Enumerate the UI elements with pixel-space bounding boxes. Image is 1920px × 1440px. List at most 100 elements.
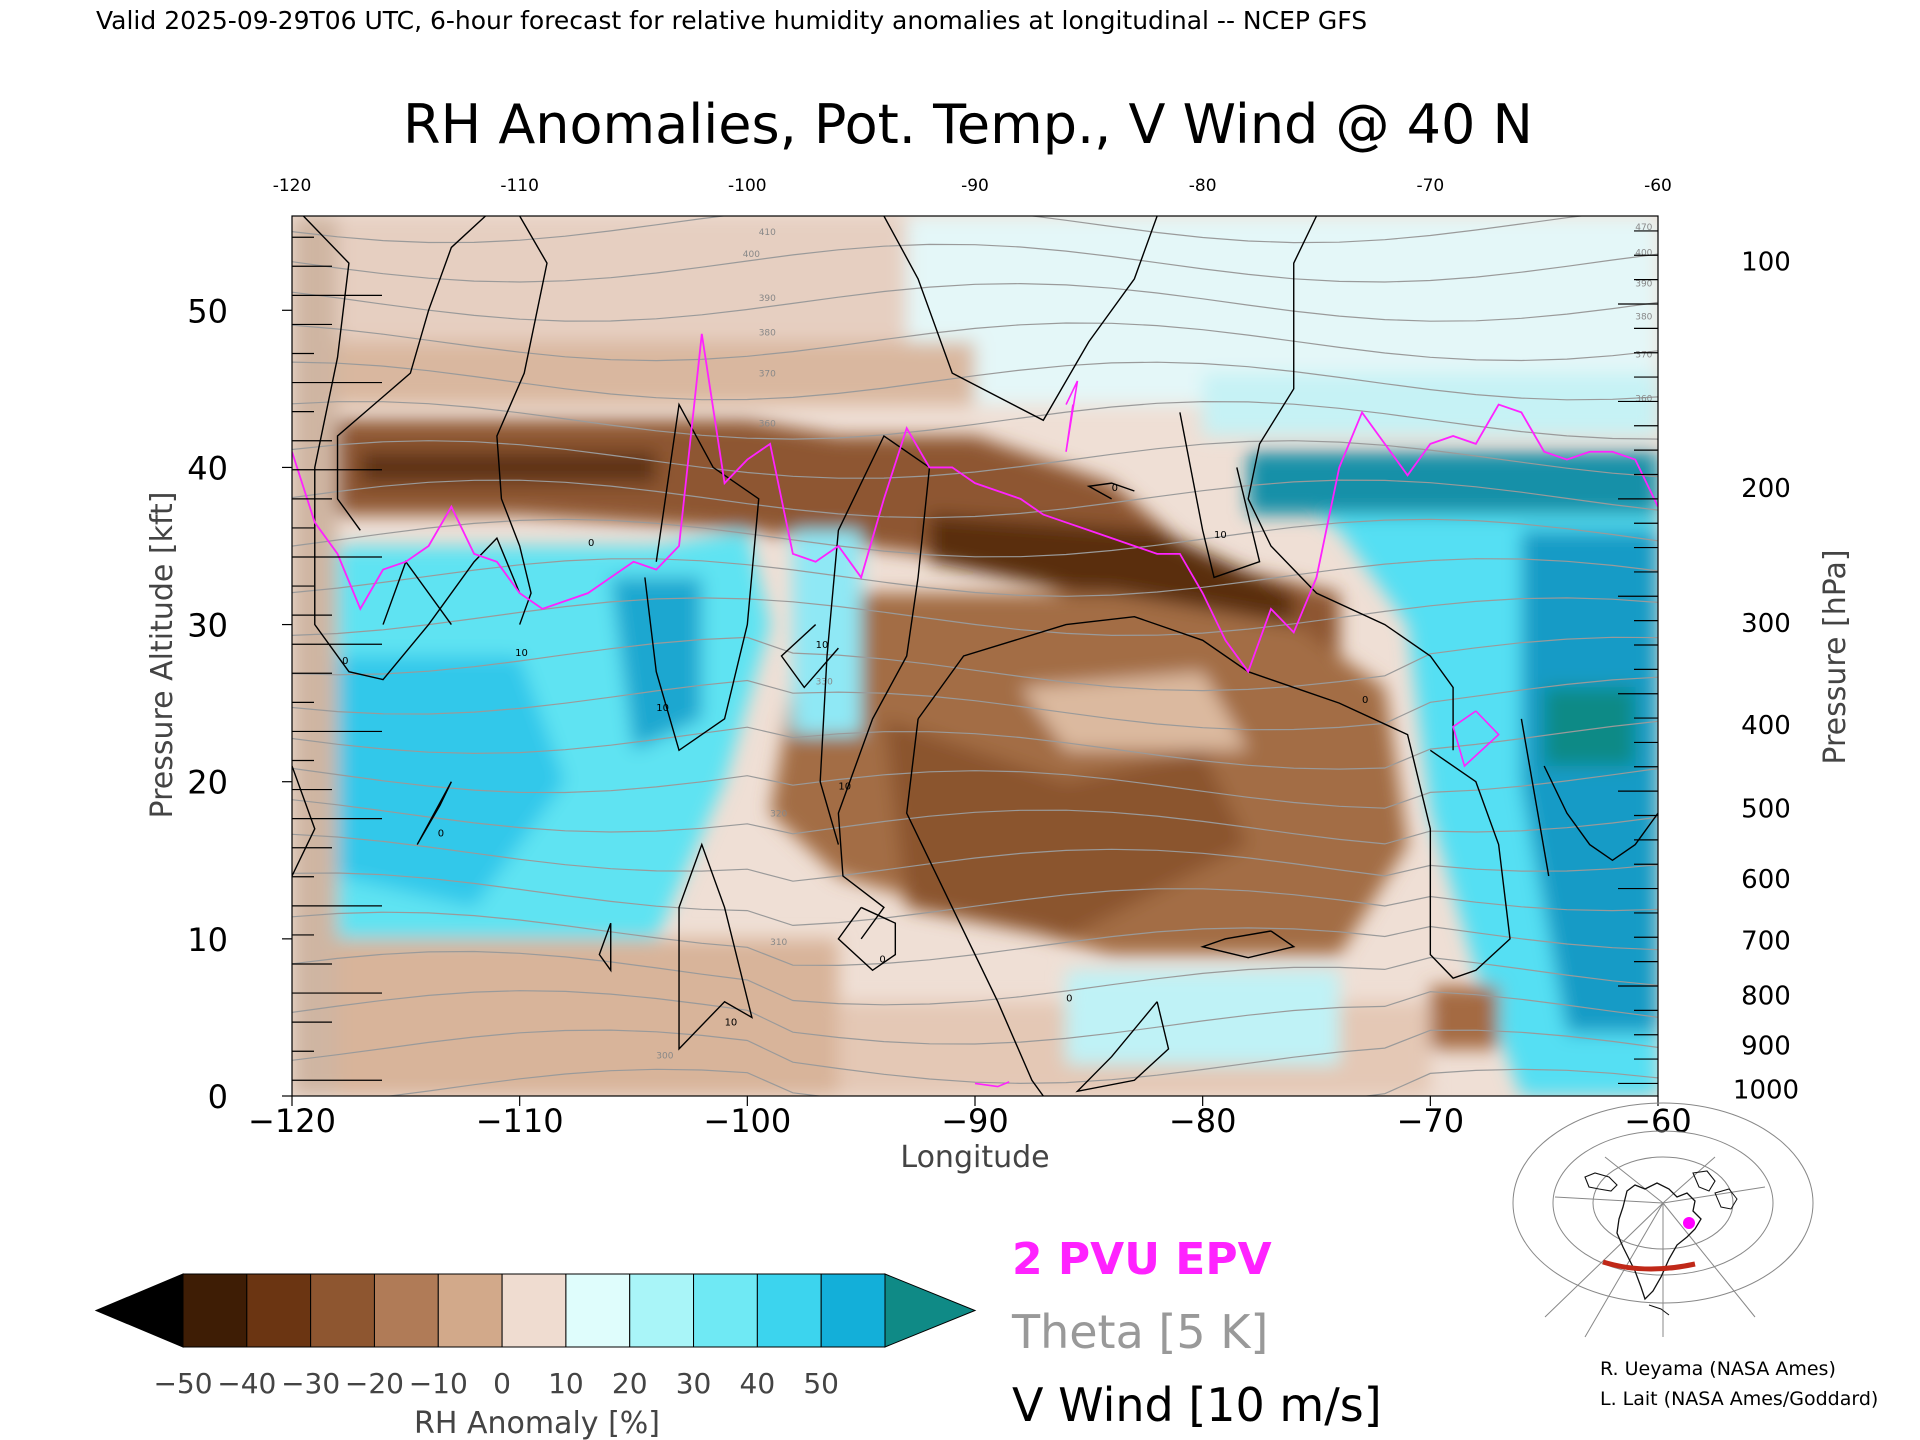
theta-contour-360 <box>292 597 1658 637</box>
y-tick-left-label: 50 <box>187 292 228 330</box>
plot-area: 300 310 320 330 360 370 380 390 400 410 360 370 380 3… <box>292 216 1658 1096</box>
colorbar-tick-label: 20 <box>612 1367 648 1400</box>
theta-contour-400 <box>292 282 1658 322</box>
rh-region-central-light <box>1020 671 1249 751</box>
vwind-contour-10 <box>496 216 548 625</box>
theta-contour-305 <box>292 1029 1658 1085</box>
rh-region-east-saturated <box>1544 687 1636 766</box>
colorbar-bin <box>756 1273 822 1348</box>
x-axis-label: Longitude <box>900 1140 1049 1175</box>
vwind-contour-0 <box>917 616 1511 979</box>
epv-line-layer <box>292 333 1658 1088</box>
vwind-contour-0 <box>302 216 521 681</box>
rh-region-low-dry <box>1430 986 1499 1049</box>
theta-contour-370 <box>292 518 1658 558</box>
theta-label: 310 <box>770 938 787 948</box>
y-tick-right-label: 500 <box>1741 794 1791 824</box>
y-tick-left-label: 10 <box>187 921 228 959</box>
theta-contour-350 <box>292 676 1658 731</box>
x-tick-top-label: -70 <box>1416 176 1444 196</box>
colorbar-tick-label: 10 <box>548 1367 584 1400</box>
y-tick-right-label: 800 <box>1741 981 1791 1011</box>
y-tick-right-label: 400 <box>1741 711 1791 741</box>
theta-label: 370 <box>1635 350 1652 360</box>
vwind-contour-label: 10 <box>838 782 851 793</box>
theta-contour-405 <box>292 243 1658 283</box>
rh-region-narrow-moist <box>792 530 862 735</box>
colorbar-tick-label: −10 <box>409 1367 468 1400</box>
vwind-contour-label: 10 <box>515 648 528 659</box>
vwind-contour-10 <box>780 624 839 689</box>
rh-region-tropopause-core <box>360 451 657 484</box>
theta-contour-355 <box>292 636 1658 692</box>
epv-line-fragment <box>974 1081 1010 1088</box>
theta-label: 380 <box>1635 313 1652 323</box>
theta-label: 390 <box>1635 280 1652 290</box>
legend-vwind: V Wind [10 m/s] <box>1012 1378 1382 1432</box>
vwind-contour-10 <box>644 402 760 752</box>
theta-contour-380 <box>292 440 1658 479</box>
colorbar-bin <box>501 1273 567 1348</box>
chart-title: RH Anomalies, Pot. Temp., V Wind @ 40 N <box>403 93 1533 156</box>
rh-smooth-layer <box>292 216 1658 1096</box>
vwind-contour-0 <box>598 922 612 973</box>
colorbar-bin <box>373 1273 439 1348</box>
colorbar-bin <box>182 1273 248 1348</box>
colorbar-bin <box>437 1273 503 1348</box>
theta-label: 370 <box>759 369 776 379</box>
vwind-contour-0 <box>336 216 486 531</box>
theta-contour-340 <box>292 767 1658 809</box>
locator-track <box>1602 1259 1696 1272</box>
vwind-contour-label: 0 <box>879 954 885 965</box>
vwind-contour-0 <box>883 216 1158 422</box>
colorbar-tick-label: 30 <box>676 1367 712 1400</box>
theta-label: 400 <box>743 250 760 260</box>
theta-contour-365 <box>292 558 1658 597</box>
colorbar-bin <box>693 1273 758 1348</box>
vwind-contour-label: 0 <box>1066 994 1072 1005</box>
right-edge-ticks <box>1618 230 1658 1085</box>
colorbar-bin <box>246 1273 312 1348</box>
vwind-contour-10 <box>1179 412 1261 579</box>
y-tick-left-label: 40 <box>187 449 228 487</box>
colorbar-under-arrow <box>94 1273 184 1348</box>
x-tick-top-label: -90 <box>961 176 989 196</box>
x-axis-top: -120 -110 -100 -90 -80 -70 -60 <box>273 176 1672 196</box>
header-valid-line: Valid 2025-09-29T06 UTC, 6-hour forecast… <box>96 6 1367 35</box>
x-tick-bottom-label: −120 <box>248 1102 336 1140</box>
colorbar-bin <box>629 1273 695 1348</box>
colorbar-tick-label: −30 <box>281 1367 340 1400</box>
colorbar-tick-label: −20 <box>345 1367 404 1400</box>
vwind-contour-label: 10 <box>656 703 669 714</box>
vwind-contour-0 <box>1247 216 1454 751</box>
epv-line-fragment <box>1452 710 1500 768</box>
x-axis-bottom: −120 −110 −100 −90 −80 −70 −60 <box>248 1096 1692 1140</box>
theta-contours: 300 310 320 330 360 370 380 390 400 410 360 370 380 3… <box>292 216 1658 1096</box>
colorbar-bin <box>565 1273 631 1348</box>
theta-contour-385 <box>292 400 1658 440</box>
left-edge-ticks <box>292 236 382 1081</box>
x-tick-bottom-label: −60 <box>1624 1102 1692 1140</box>
theta-label: 360 <box>1635 394 1652 404</box>
theta-contour-315 <box>292 950 1658 1006</box>
theta-contour-395 <box>292 322 1658 362</box>
x-tick-bottom-label: −110 <box>476 1102 564 1140</box>
colorbar-over-arrow <box>884 1273 977 1348</box>
x-tick-top-label: -100 <box>728 176 767 196</box>
rh-anomaly-field <box>292 216 1658 1096</box>
theta-label: 410 <box>759 228 776 238</box>
y-axis-right-label: Pressure [hPa] <box>1818 549 1853 764</box>
vwind-contour-0 <box>1075 1001 1170 1093</box>
vwind-contour-label: 10 <box>816 640 829 651</box>
vwind-contour-label: 10 <box>725 1017 738 1028</box>
y-axis-left: 0 10 20 30 40 50 <box>187 292 292 1116</box>
y-tick-right-label: 100 <box>1741 248 1791 278</box>
vwind-contour-0 <box>292 765 316 877</box>
vwind-contour-10 <box>678 842 753 1051</box>
vwind-contour-0 <box>416 781 452 845</box>
rh-region-central-core <box>883 718 1249 939</box>
x-tick-top-label: -80 <box>1189 176 1217 196</box>
vwind-contour-0 <box>1520 718 1550 877</box>
colorbar-tick-label: 0 <box>493 1367 511 1400</box>
rh-region-low-cyan <box>1066 970 1340 1065</box>
